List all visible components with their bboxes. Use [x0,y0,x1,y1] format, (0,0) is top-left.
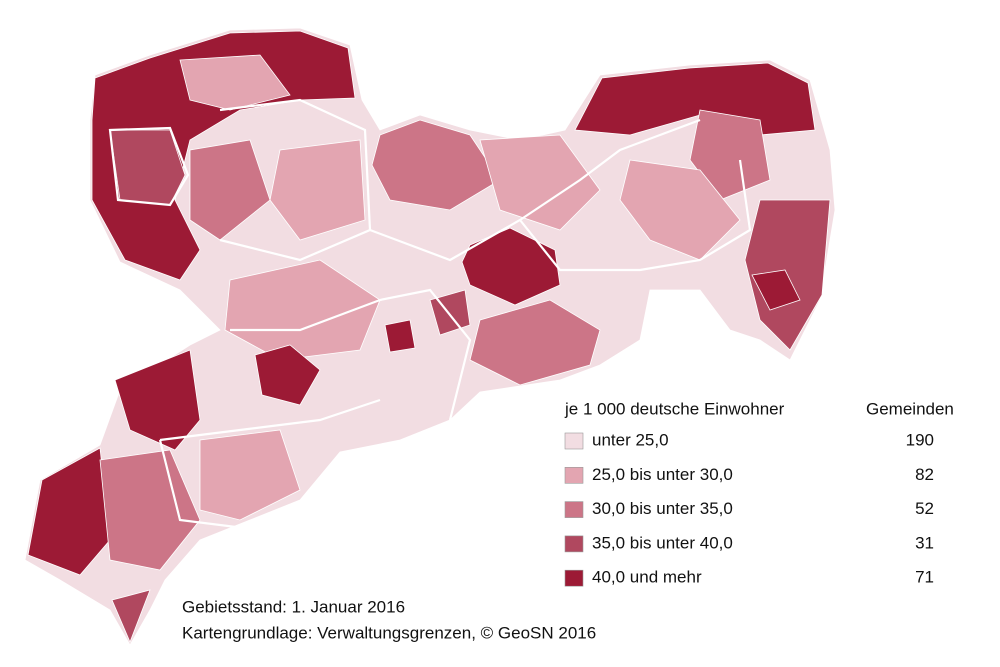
region [751,269,801,311]
district-border [519,159,752,272]
note: Gebietsstand: 1. Januar 2016 [182,597,405,616]
district-border [219,98,372,262]
region [384,319,416,353]
legend-label: unter 25,0 [592,430,669,449]
district-border [158,439,261,532]
district-border [159,398,381,442]
legend-swatch [564,535,584,553]
legend-label: 40,0 und mehr [592,568,702,587]
region [199,429,301,521]
region [111,589,151,644]
legend-count: 31 [915,533,934,552]
legend-count-header: Gemeinden [866,399,954,418]
region [479,134,601,231]
note: Kartengrundlage: Verwaltungsgrenzen, © G… [182,623,596,642]
region [114,349,201,451]
region [461,227,561,306]
legend-swatch [564,501,584,518]
region [179,54,291,111]
region [371,119,501,211]
legend-swatch [564,569,584,587]
region [109,129,186,206]
district-border [369,118,701,262]
legend-label: 35,0 bis unter 40,0 [592,533,733,552]
legend-label: 25,0 bis unter 30,0 [592,465,733,484]
district-border [230,288,472,421]
legend-title: je 1 000 deutsche Einwohner [564,399,785,418]
legend-count: 71 [915,568,934,587]
legend-swatch [564,432,584,450]
legend-count: 82 [915,465,934,484]
region [91,30,356,281]
legend-count: 190 [906,430,934,449]
legend-label: 30,0 bis unter 35,0 [592,499,733,518]
region [254,344,321,406]
district-borders [108,98,752,532]
region [99,449,201,571]
legend-count: 52 [915,499,934,518]
region [269,139,366,241]
region [189,139,271,241]
map-regions [24,27,836,646]
legend: unter 25,0 190 25,0 bis unter 30,0 82 30,0 b… [564,430,934,587]
district-border [108,126,190,207]
region [469,299,601,386]
legend-swatch [564,466,584,484]
region [574,62,816,136]
region [224,259,381,361]
